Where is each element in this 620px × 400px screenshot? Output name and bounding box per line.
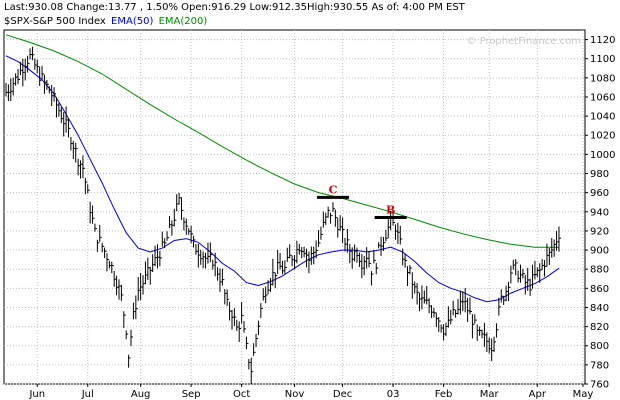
y-tick-label: 900 [590, 246, 609, 257]
ema200-line [5, 34, 559, 248]
y-axis: 760 780 800 820 840 860 880 900 920 940 960 980 1000… [585, 35, 615, 391]
x-tick-label: Oct [233, 389, 250, 400]
annotations: CB [316, 183, 407, 220]
ema50-series [5, 55, 560, 303]
x-tick-label: Mar [480, 389, 500, 400]
ema50-line [5, 55, 560, 303]
x-tick-label: Jun [28, 389, 45, 400]
legend-symbol: $SPX-S&P 500 Index [4, 16, 106, 27]
y-tick-label: 1000 [590, 150, 615, 161]
annotation-label: C [329, 183, 338, 196]
y-tick-label: 760 [590, 380, 609, 391]
x-tick-label: Sep [182, 389, 201, 400]
y-tick-label: 1020 [590, 131, 615, 142]
ema200-series [5, 34, 559, 248]
x-tick-label: Jul [81, 389, 94, 400]
legend-ema50: EMA(50) [111, 16, 154, 27]
y-tick-label: 800 [590, 341, 609, 352]
legend-ema200: EMA(200) [158, 16, 208, 27]
quote-open: Open:916.29 [181, 2, 247, 13]
watermark: © ProphetFinance.com [466, 36, 581, 47]
y-tick-label: 960 [590, 188, 609, 199]
x-tick-label: May [573, 389, 594, 400]
price-series [5, 46, 561, 384]
y-tick-label: 780 [590, 360, 609, 371]
x-tick-label: Aug [131, 389, 151, 400]
quote-change: Change:13.77 , 1.50% [66, 2, 178, 13]
y-tick-label: 1100 [590, 54, 615, 65]
y-tick-label: 860 [590, 284, 609, 295]
quote-last: Last:930.08 [4, 2, 64, 13]
y-tick-label: 1060 [590, 92, 615, 103]
y-tick-label: 840 [590, 303, 609, 314]
x-axis: Jun Jul Aug Sep Oct Nov Dec 03 Feb Mar Apr May [28, 384, 593, 400]
y-tick-label: 880 [590, 265, 609, 276]
y-tick-label: 820 [590, 322, 609, 333]
x-tick-label: 03 [387, 389, 400, 400]
quote-bar: Last:930.08 Change:13.77 , 1.50% Open:91… [4, 2, 465, 13]
quote-low: Low:912.35 [249, 2, 307, 13]
x-tick-label: Feb [435, 389, 453, 400]
y-tick-label: 920 [590, 226, 609, 237]
x-tick-label: Dec [333, 389, 352, 400]
grid [4, 30, 585, 385]
quote-asof: As of: 4:00 PM EST [371, 2, 465, 13]
annotation-label: B [386, 204, 395, 217]
quote-high: High:930.55 [306, 2, 369, 13]
legend: $SPX-S&P 500 Index EMA(50) EMA(200) [4, 16, 209, 27]
y-tick-label: 1080 [590, 73, 615, 84]
y-tick-label: 980 [590, 169, 609, 180]
x-tick-label: Apr [529, 389, 547, 400]
y-tick-label: 940 [590, 207, 609, 218]
y-tick-label: 1040 [590, 112, 615, 123]
y-tick-label: 1120 [590, 35, 615, 46]
x-tick-label: Nov [285, 389, 305, 400]
